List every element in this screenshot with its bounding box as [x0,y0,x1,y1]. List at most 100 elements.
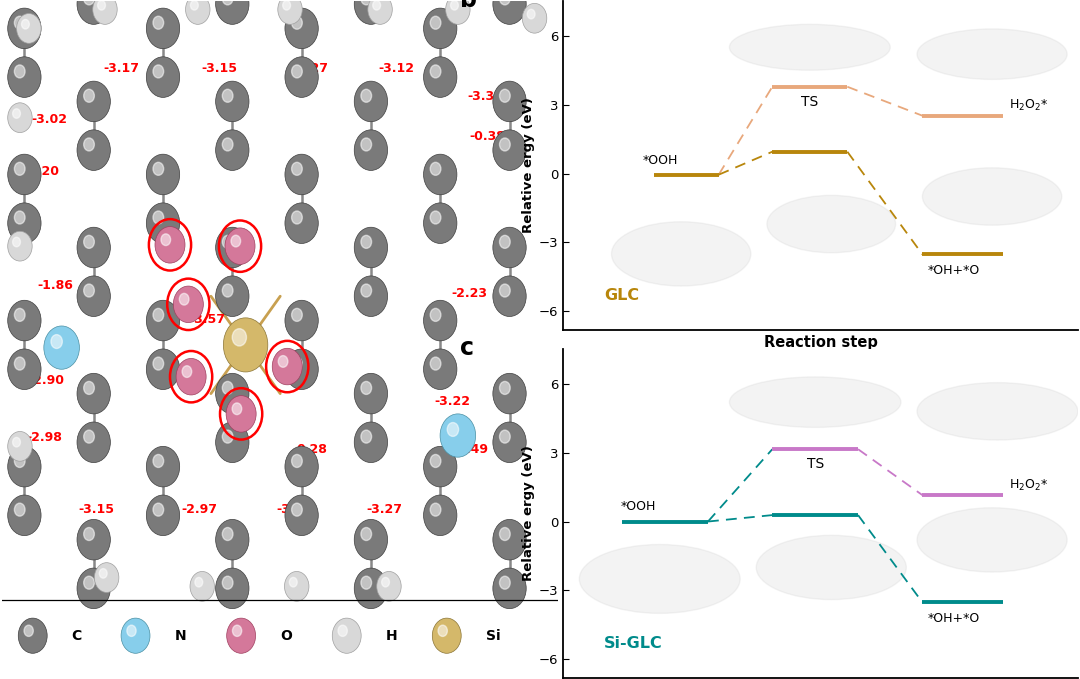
Circle shape [361,576,372,589]
Text: H: H [386,629,397,643]
Text: H$_2$O$_2$*: H$_2$O$_2$* [1009,98,1049,113]
Circle shape [500,236,510,249]
Text: -3.14: -3.14 [275,503,312,517]
Circle shape [14,503,25,516]
Circle shape [77,276,110,316]
Text: TS: TS [801,95,819,109]
Circle shape [8,103,32,132]
Text: -3.15: -3.15 [79,503,114,517]
Circle shape [430,308,441,321]
Circle shape [216,227,249,268]
Text: *OOH: *OOH [621,500,657,513]
Circle shape [156,227,185,263]
Circle shape [216,373,249,414]
Circle shape [24,625,33,636]
Circle shape [222,0,233,5]
Circle shape [354,568,388,608]
Circle shape [8,154,41,195]
Circle shape [216,130,249,170]
Circle shape [354,373,388,414]
Circle shape [179,293,189,305]
Circle shape [222,528,233,540]
Circle shape [492,0,526,24]
Circle shape [354,227,388,268]
Circle shape [83,430,94,443]
Circle shape [146,8,179,49]
Text: -2.90: -2.90 [28,373,65,386]
Text: -3.15: -3.15 [201,62,237,75]
Circle shape [278,0,302,24]
Ellipse shape [579,545,740,613]
Circle shape [292,211,302,224]
Circle shape [354,81,388,122]
Circle shape [216,519,249,560]
Circle shape [492,276,526,316]
Circle shape [186,0,210,24]
Circle shape [153,65,164,78]
Circle shape [14,308,25,321]
Circle shape [283,1,291,10]
Text: -3.27: -3.27 [293,62,328,75]
Circle shape [285,349,319,390]
Text: *OH+*O: *OH+*O [928,612,980,625]
Circle shape [153,357,164,370]
Circle shape [13,437,21,447]
Circle shape [83,0,94,5]
Circle shape [153,162,164,175]
Circle shape [225,228,255,264]
Circle shape [18,618,48,653]
Circle shape [432,618,461,653]
Text: C: C [71,629,82,643]
Circle shape [161,234,171,246]
Circle shape [361,284,372,297]
Circle shape [231,235,241,247]
Text: -3.57: -3.57 [190,313,226,326]
Circle shape [222,236,233,249]
Circle shape [361,0,372,5]
Circle shape [361,138,372,151]
Text: H$_2$O$_2$*: H$_2$O$_2$* [1009,478,1049,493]
Circle shape [354,422,388,462]
Circle shape [14,357,25,370]
Text: 0.28: 0.28 [297,443,327,456]
Circle shape [183,366,192,378]
Text: -2.23: -2.23 [451,287,487,300]
Circle shape [77,130,110,170]
Text: *OH+*O: *OH+*O [928,263,980,276]
Circle shape [492,373,526,414]
Circle shape [285,495,319,536]
Circle shape [527,10,535,19]
Circle shape [153,454,164,467]
Circle shape [430,162,441,175]
Circle shape [51,335,63,348]
Circle shape [94,563,119,593]
Text: -1.86: -1.86 [37,279,72,292]
Text: -2.49: -2.49 [453,443,488,456]
Circle shape [146,154,179,195]
Circle shape [222,576,233,589]
Circle shape [354,130,388,170]
Circle shape [153,211,164,224]
Circle shape [500,576,510,589]
Circle shape [146,203,179,244]
Circle shape [292,162,302,175]
Circle shape [333,618,361,653]
Text: c: c [460,336,474,361]
Circle shape [354,0,388,24]
Circle shape [146,349,179,390]
Circle shape [153,503,164,516]
Circle shape [500,430,510,443]
Circle shape [227,618,256,653]
Text: -3.17: -3.17 [104,62,139,75]
Circle shape [16,14,41,43]
Circle shape [216,568,249,608]
Circle shape [77,227,110,268]
Circle shape [146,300,179,341]
Circle shape [423,57,457,97]
Circle shape [8,57,41,97]
Circle shape [292,308,302,321]
Circle shape [14,211,25,224]
Text: *OOH: *OOH [643,153,678,166]
Circle shape [423,154,457,195]
Circle shape [361,89,372,103]
